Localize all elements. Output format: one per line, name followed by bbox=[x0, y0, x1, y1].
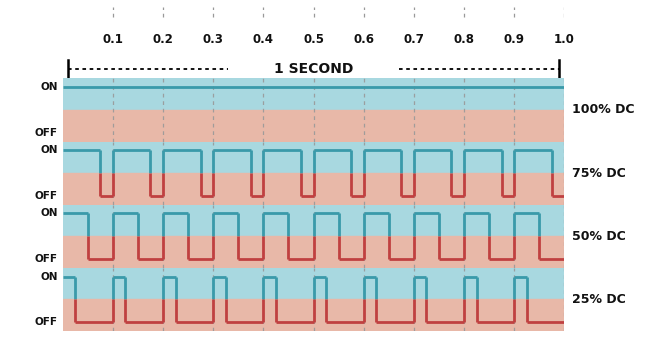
Text: OFF: OFF bbox=[35, 317, 57, 327]
Text: OFF: OFF bbox=[35, 128, 57, 138]
Text: ON: ON bbox=[40, 145, 57, 155]
Text: OFF: OFF bbox=[35, 191, 57, 201]
Bar bbox=[63, 110, 564, 142]
Text: OFF: OFF bbox=[35, 254, 57, 264]
Text: ON: ON bbox=[40, 208, 57, 219]
Bar bbox=[63, 299, 564, 331]
Bar bbox=[63, 173, 564, 205]
Text: 75% DC: 75% DC bbox=[572, 166, 626, 180]
Text: 0.2: 0.2 bbox=[152, 33, 174, 46]
Text: 0.6: 0.6 bbox=[353, 33, 374, 46]
Bar bbox=[63, 236, 564, 268]
Text: 0.7: 0.7 bbox=[403, 33, 424, 46]
Text: ON: ON bbox=[40, 82, 57, 92]
Text: 100% DC: 100% DC bbox=[572, 103, 634, 117]
Bar bbox=[63, 78, 564, 110]
Text: 0.4: 0.4 bbox=[253, 33, 274, 46]
Bar bbox=[63, 268, 564, 299]
Text: ON: ON bbox=[40, 271, 57, 282]
Text: 1 SECOND: 1 SECOND bbox=[274, 62, 353, 76]
Text: 0.5: 0.5 bbox=[303, 33, 324, 46]
Text: 0.1: 0.1 bbox=[102, 33, 123, 46]
Text: 0.3: 0.3 bbox=[203, 33, 224, 46]
Text: 25% DC: 25% DC bbox=[572, 293, 626, 306]
Bar bbox=[63, 142, 564, 173]
Bar bbox=[63, 205, 564, 236]
Text: 1.0: 1.0 bbox=[554, 33, 575, 46]
Text: 0.8: 0.8 bbox=[453, 33, 475, 46]
Text: 50% DC: 50% DC bbox=[572, 229, 626, 243]
Text: 0.9: 0.9 bbox=[504, 33, 525, 46]
